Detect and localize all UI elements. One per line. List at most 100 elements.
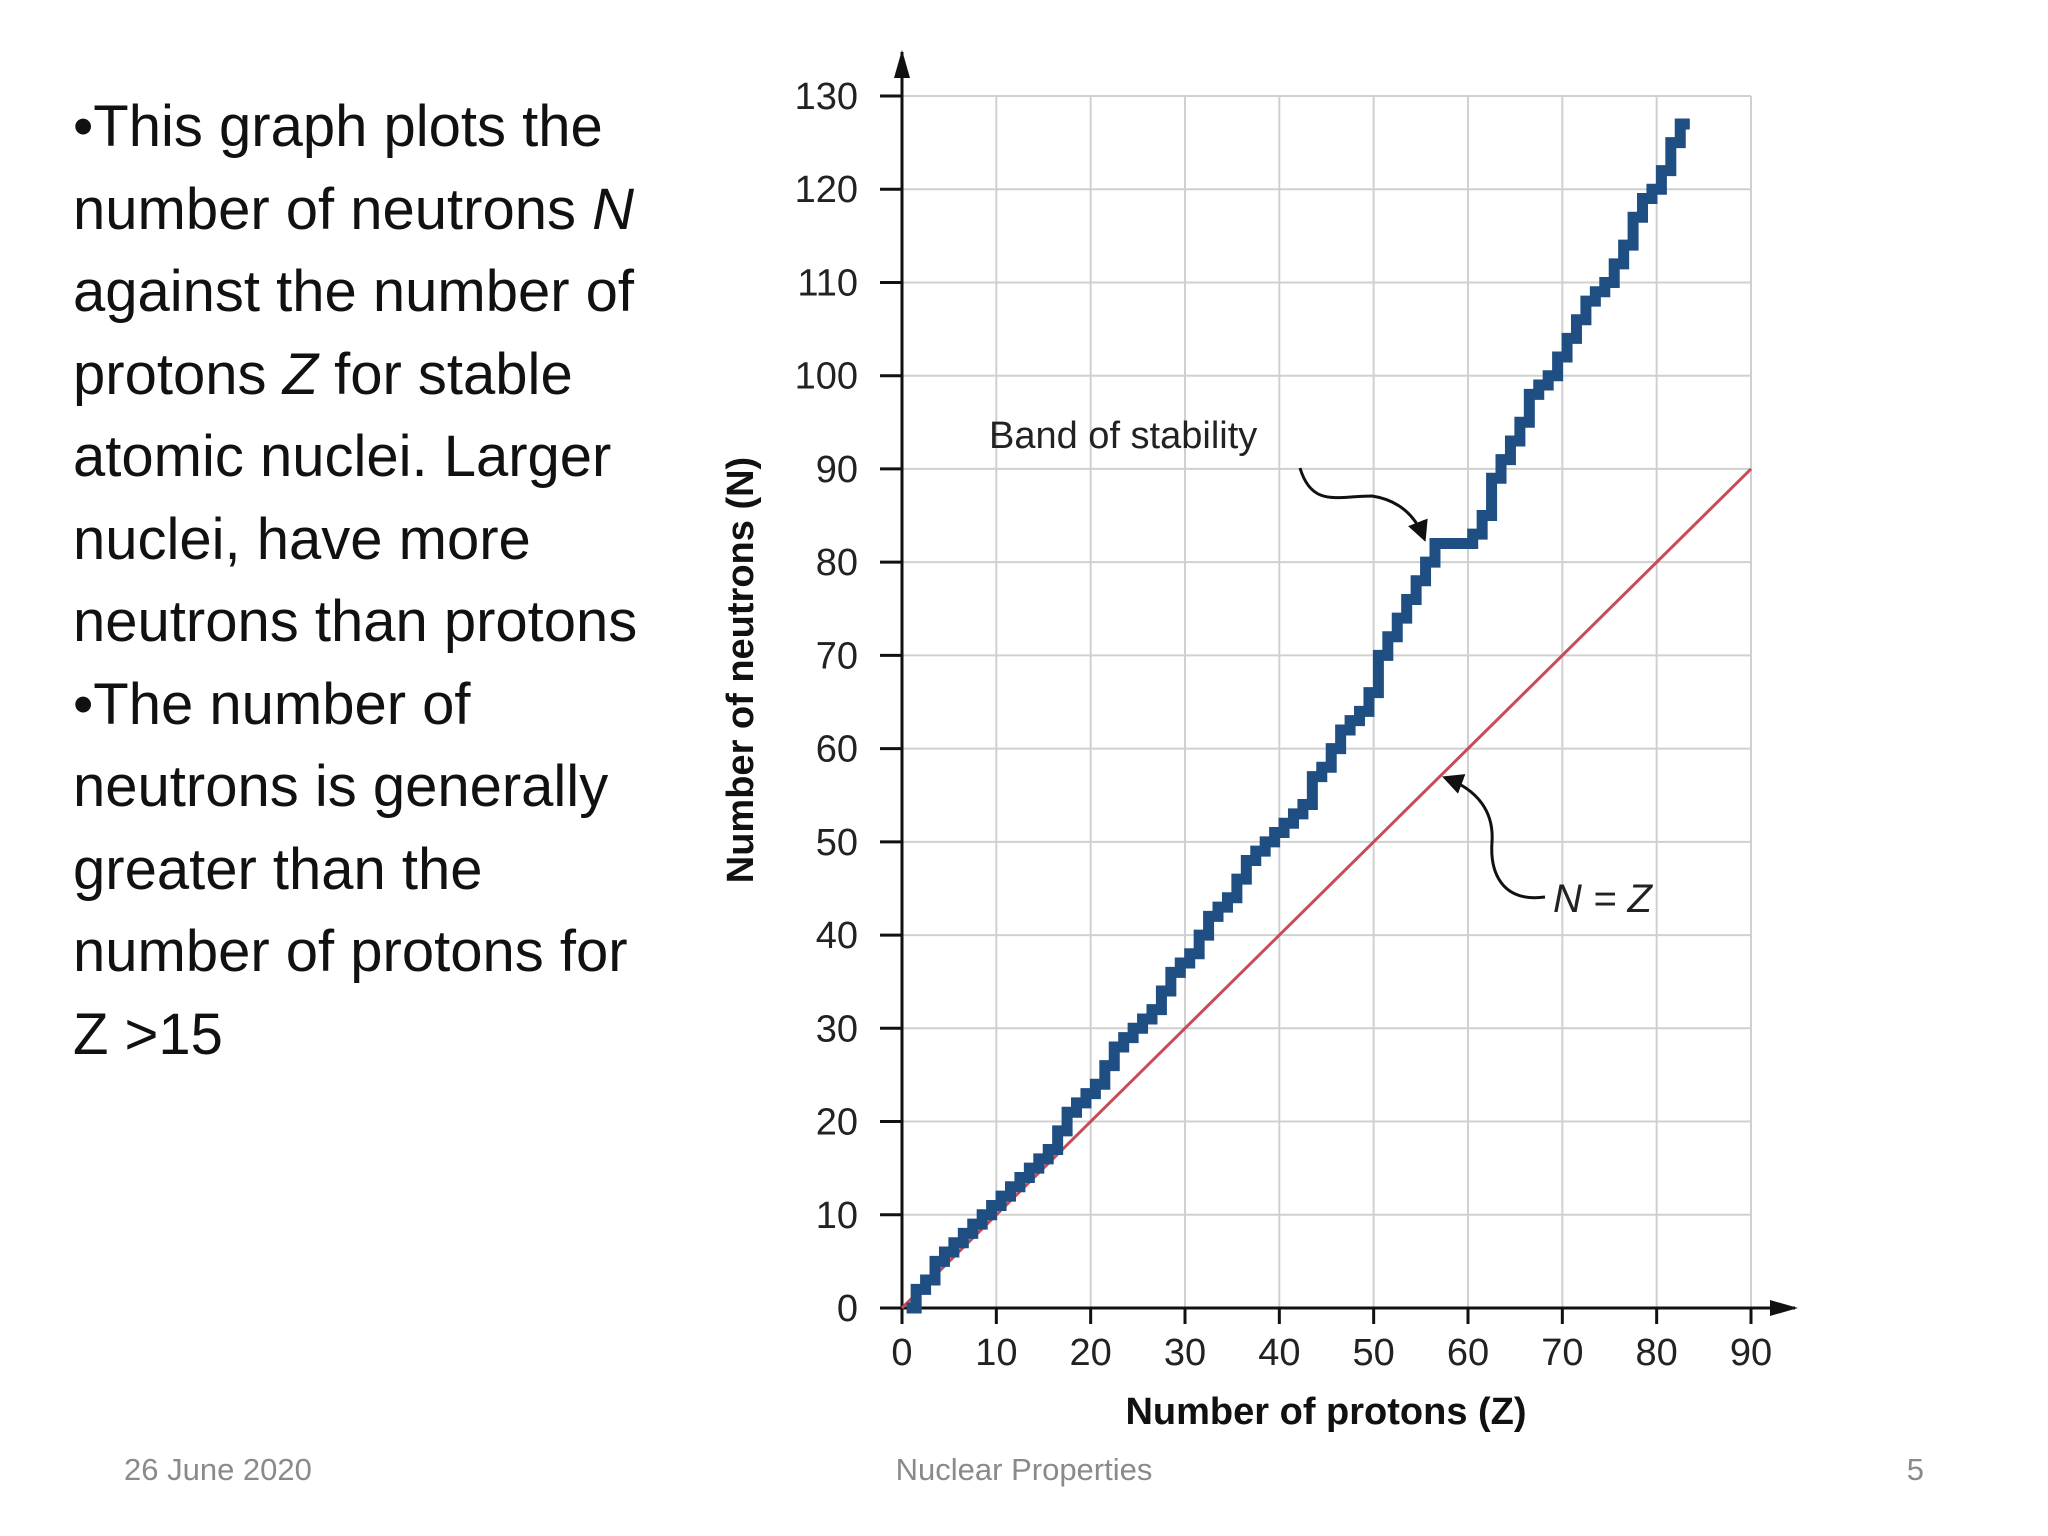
bullet-paragraph: Z >15 — [73, 994, 673, 1077]
n-equals-z-arrow — [1442, 774, 1546, 900]
y-tick-label: 70 — [816, 635, 858, 677]
x-tick-label: 40 — [1258, 1332, 1300, 1374]
stable-nucleus-point — [1104, 1060, 1115, 1071]
stable-nucleus-point — [1548, 370, 1558, 381]
stable-nucleus-point — [1199, 930, 1209, 941]
stable-nucleus-point — [1010, 1181, 1020, 1192]
footer-title: Nuclear Properties — [895, 1452, 1153, 1487]
bullet-text: Z >15 — [73, 1001, 223, 1067]
stable-nucleus-point — [1661, 165, 1671, 176]
band-of-stability-label: Band of stability — [989, 415, 1257, 457]
stable-nucleus-point — [1680, 118, 1690, 129]
x-tick-label: 10 — [975, 1332, 1017, 1374]
x-tick-label: 0 — [891, 1332, 912, 1374]
x-axis-label: Number of protons (Z) — [1125, 1391, 1526, 1433]
stable-nucleus-point — [1595, 286, 1605, 297]
bullet-variable: N — [592, 176, 634, 242]
bullet-text: for stable atomic nuclei. Larger nuclei,… — [73, 341, 638, 655]
y-tick-label: 0 — [837, 1288, 858, 1330]
band-of-stability-arrow — [1298, 467, 1428, 542]
stable-nucleus-point — [1623, 240, 1634, 251]
stable-nucleus-point — [1359, 706, 1369, 717]
stable-nucleus-point — [1274, 827, 1285, 838]
y-tick-label: 90 — [816, 449, 858, 491]
chart-series — [900, 118, 1753, 1314]
chart-grid — [902, 95, 1752, 1308]
stable-nucleus-point — [963, 1228, 973, 1239]
y-tick-label: 120 — [795, 169, 858, 211]
stable-nucleus-point — [1576, 314, 1586, 325]
y-axis-arrow — [894, 50, 910, 78]
stable-nucleus-point — [1321, 762, 1332, 773]
y-tick-label: 60 — [816, 729, 858, 771]
stable-nucleus-point — [944, 1247, 954, 1258]
stable-nucleus-point — [1368, 687, 1379, 698]
stable-nucleus-point — [1189, 948, 1200, 959]
stable-nucleus-point — [1614, 258, 1624, 269]
stable-nucleus-point — [1151, 1004, 1162, 1015]
bullet-paragraph: •This graph plots the number of neutrons… — [73, 86, 673, 664]
y-tick-label: 50 — [816, 822, 858, 864]
stable-nucleus-point — [1331, 743, 1341, 754]
x-tick-label: 50 — [1353, 1332, 1395, 1374]
band-of-stability-steps — [906, 118, 1690, 1314]
stable-nucleus-point — [1434, 538, 1445, 549]
stable-nucleus-point — [1604, 277, 1615, 288]
stable-nucleus-point — [1302, 799, 1313, 810]
x-axis-arrow — [1770, 1300, 1798, 1316]
stable-nucleus-point — [1227, 892, 1237, 903]
stable-nucleus-point — [1170, 967, 1181, 978]
bullet-paragraph: •The number of neutrons is generally gre… — [73, 664, 673, 994]
chart-ticks: 0 10 20 30 40 50 60 70 80 90 0 10 20 30 40 50 60 70 80 90 10… — [795, 76, 1773, 1374]
stable-nucleus-point — [1048, 1144, 1058, 1155]
bullet-text: •This graph plots the number of neutrons — [73, 94, 603, 242]
stable-nucleus-point — [1029, 1163, 1039, 1174]
stable-nucleus-point — [972, 1219, 983, 1230]
stable-nucleus-point — [1255, 846, 1266, 857]
y-axis-label: Number of neutrons (N) — [720, 457, 762, 883]
stable-nucleus-point — [1236, 874, 1247, 885]
y-tick-label: 40 — [816, 915, 858, 957]
stable-nucleus-point — [1095, 1079, 1105, 1090]
y-tick-label: 130 — [795, 76, 858, 118]
stable-nucleus-point — [1019, 1172, 1030, 1183]
footer-date: 26 June 2020 — [124, 1452, 312, 1487]
x-tick-label: 30 — [1164, 1332, 1206, 1374]
stable-nucleus-point — [1472, 529, 1483, 540]
stable-nucleus-point — [1001, 1191, 1011, 1202]
stable-nucleus-point — [991, 1200, 1002, 1211]
stable-nucleus-point — [1670, 137, 1681, 148]
y-tick-label: 30 — [816, 1008, 858, 1050]
stable-nucleus-point — [925, 1275, 936, 1286]
stable-nucleus-point — [1567, 333, 1577, 344]
x-tick-label: 60 — [1447, 1332, 1489, 1374]
stable-nucleus-point — [1076, 1097, 1086, 1108]
x-tick-label: 80 — [1636, 1332, 1678, 1374]
y-tick-label: 110 — [797, 262, 858, 304]
bullet-text: against the number of protons — [73, 259, 635, 407]
stable-nucleus-point — [1453, 538, 1464, 549]
stable-nucleus-point — [1038, 1153, 1049, 1164]
stable-nucleus-point — [1265, 836, 1275, 847]
slide-bullets: •This graph plots the number of neutrons… — [73, 86, 673, 1076]
stable-nucleus-point — [1246, 855, 1256, 866]
y-tick-label: 20 — [816, 1102, 858, 1144]
bullet-variable: Z — [282, 341, 319, 407]
stable-nucleus-point — [1387, 631, 1398, 642]
stable-nucleus-point — [1406, 594, 1417, 605]
stable-nucleus-point — [1133, 1023, 1143, 1034]
stable-nucleus-point — [1123, 1032, 1134, 1043]
x-tick-label: 90 — [1730, 1332, 1772, 1374]
stable-nucleus-point — [1350, 715, 1360, 726]
bullet-text: •The number of neutrons is generally gre… — [73, 671, 628, 985]
stable-nucleus-point — [935, 1256, 945, 1267]
stable-nucleus-point — [1057, 1125, 1068, 1136]
footer-page-number: 5 — [1906, 1452, 1924, 1487]
stable-nucleus-point — [1444, 538, 1454, 549]
stable-nucleus-point — [1519, 417, 1530, 428]
stable-nucleus-point — [1378, 650, 1388, 661]
stable-nucleus-point — [1142, 1013, 1152, 1024]
stable-nucleus-point — [1416, 575, 1426, 586]
stable-nucleus-point — [1293, 808, 1303, 819]
